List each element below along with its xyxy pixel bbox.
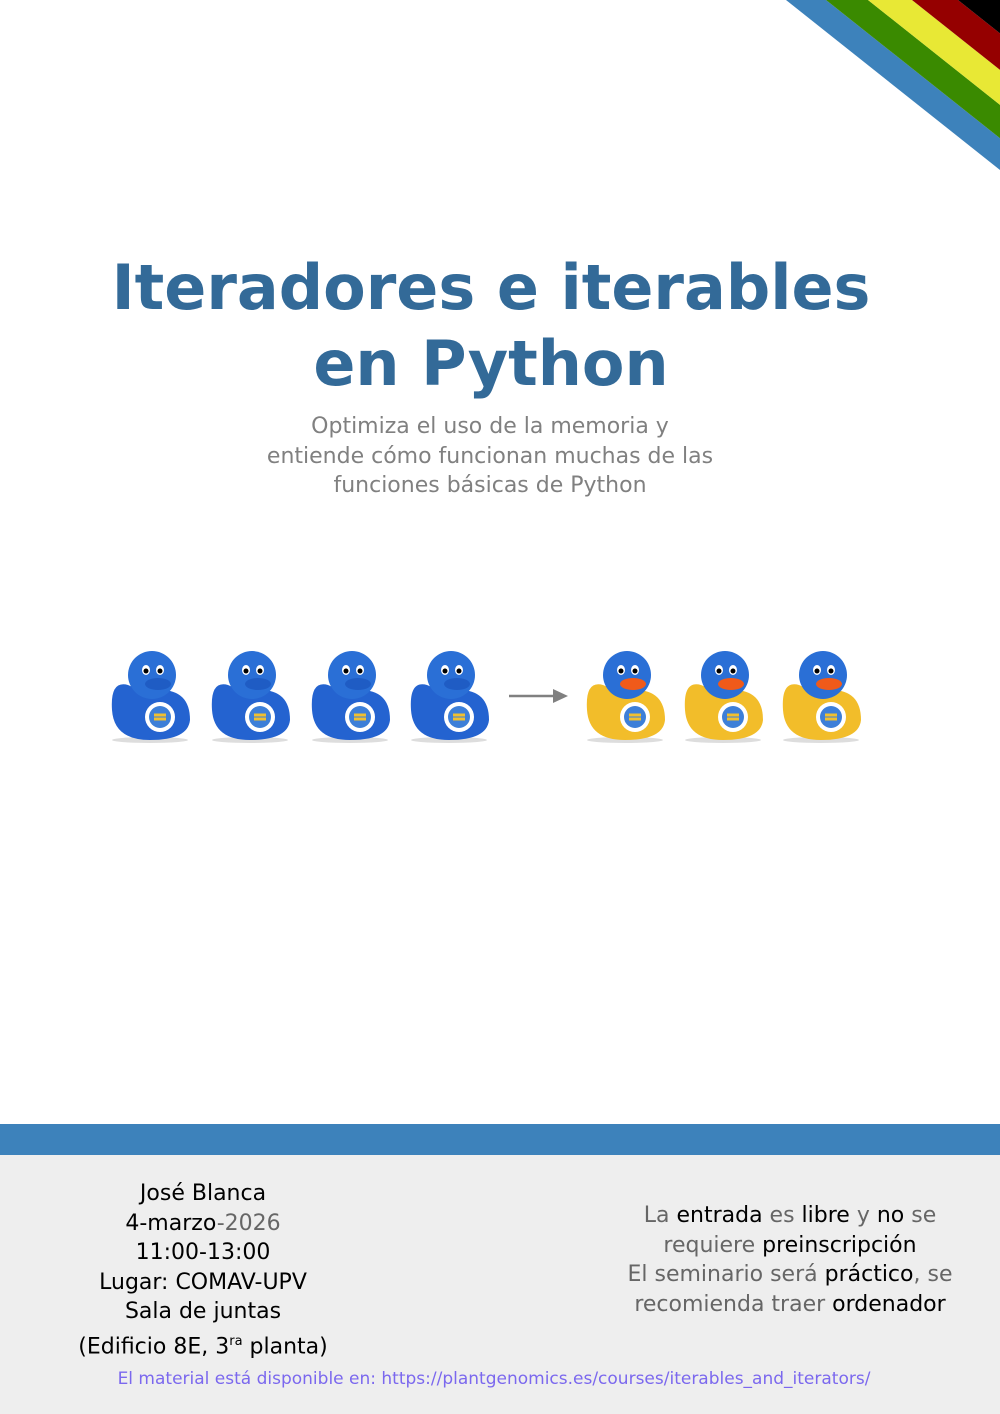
place: Lugar: COMAV-UPV bbox=[99, 1269, 307, 1295]
info-line: requiere preinscripción bbox=[663, 1232, 917, 1258]
footer: José Blanca 4-marzo-2026 11:00-13:00 Lug… bbox=[0, 1155, 1000, 1414]
subtitle-line: entiende cómo funcionan muchas de las bbox=[266, 443, 714, 469]
stripe bbox=[826, 0, 1000, 139]
time: 11:00-13:00 bbox=[135, 1240, 271, 1265]
info-line: La entrada es libre y no se bbox=[643, 1203, 937, 1228]
blue-python-duck bbox=[410, 651, 489, 743]
blue-python-duck bbox=[111, 651, 190, 743]
date: 4-marzo-2026 bbox=[125, 1210, 281, 1236]
stripe bbox=[958, 0, 1000, 34]
room: Sala de juntas bbox=[124, 1299, 282, 1324]
building: (Edificio 8E, 3ra planta) bbox=[78, 1333, 328, 1359]
stripe bbox=[868, 0, 1000, 105]
event-info: La entrada es libre y no se requiere prei… bbox=[600, 1201, 980, 1319]
event-details: José Blanca 4-marzo-2026 11:00-13:00 Lug… bbox=[0, 1179, 406, 1361]
blue-python-duck bbox=[211, 651, 290, 743]
subtitle-line: funciones básicas de Python bbox=[333, 473, 647, 498]
stripe bbox=[912, 0, 1000, 70]
page-title: Iteradores e iterables en Python bbox=[0, 250, 982, 402]
material-link[interactable]: El material está disponible en: https://… bbox=[117, 1369, 871, 1389]
footer-bar bbox=[0, 1124, 1000, 1155]
info-line: recomienda traer ordenador bbox=[634, 1291, 946, 1317]
yellow-python-duck bbox=[782, 651, 861, 743]
stripe bbox=[786, 0, 1000, 170]
info-line: El seminario será práctico, se bbox=[627, 1262, 953, 1287]
author: José Blanca bbox=[139, 1181, 267, 1206]
ducks-illustration bbox=[111, 651, 861, 743]
subtitle: Optimiza el uso de la memoria y entiende… bbox=[0, 412, 980, 501]
title-line: Iteradores e iterables bbox=[111, 251, 871, 324]
subtitle-line: Optimiza el uso de la memoria y bbox=[311, 414, 669, 439]
yellow-python-duck bbox=[684, 651, 763, 743]
yellow-python-duck bbox=[586, 651, 665, 743]
arrow-right-icon bbox=[509, 689, 568, 703]
decorative-stripes bbox=[786, 0, 1000, 170]
blue-python-duck bbox=[311, 651, 390, 743]
title-line: en Python bbox=[313, 327, 669, 400]
